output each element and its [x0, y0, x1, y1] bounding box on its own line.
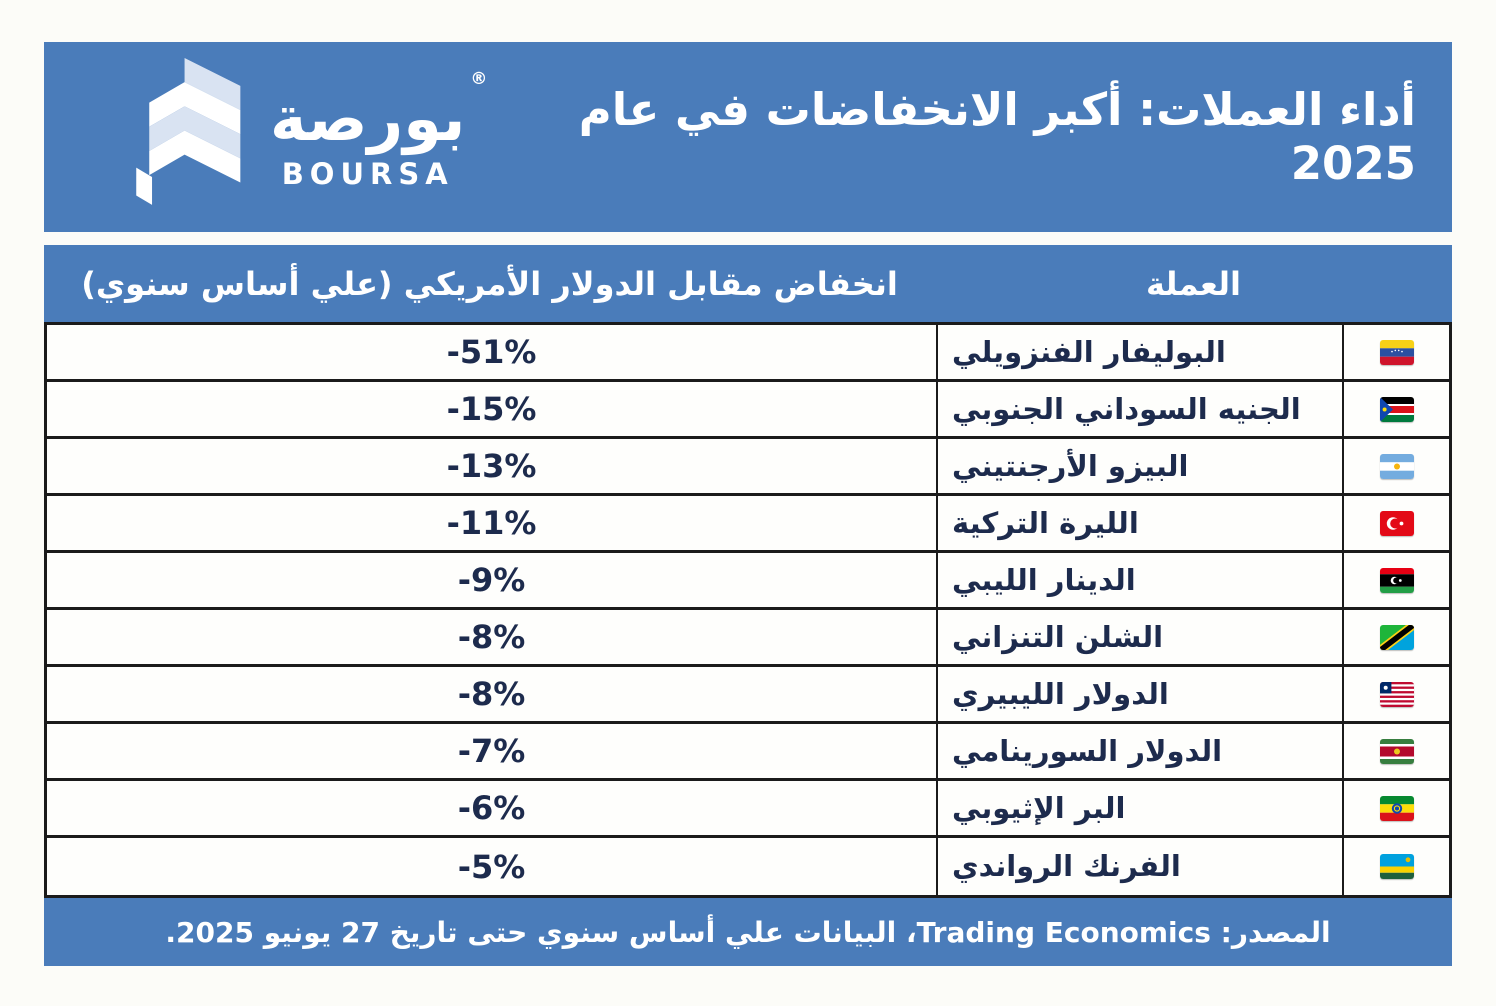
table-row: -8% الدولار الليبيري — [47, 667, 1449, 724]
decline-value: -51% — [446, 333, 537, 371]
column-header-currency: العملة — [1146, 264, 1241, 303]
currency-name: البر الإثيوبي — [936, 781, 1342, 835]
table-row: -8% الشلن التنزاني — [47, 610, 1449, 667]
logo-latin-wordmark: BOURSA — [281, 156, 454, 191]
source-footer: المصدر: Trading Economics، البيانات علي … — [44, 898, 1452, 966]
table-row: -7% الدولار السورينامي — [47, 724, 1449, 781]
decline-value: -7% — [457, 732, 526, 770]
liberia-flag-icon — [1379, 681, 1414, 707]
currency-name: البوليفار الفنزويلي — [936, 325, 1342, 379]
flag-cell — [1342, 382, 1449, 436]
flag-cell — [1342, 610, 1449, 664]
currency-name: الجنيه السوداني الجنوبي — [936, 382, 1342, 436]
currency-table: -51% البوليفار الفنزويلي -15% الجنيه الس… — [44, 322, 1452, 898]
currency-name: الدينار الليبي — [936, 553, 1342, 607]
rwanda-flag-icon — [1379, 854, 1414, 879]
south-sudan-flag-icon — [1379, 396, 1414, 422]
column-header-decline: انخفاض مقابل الدولار الأمريكي (علي أساس … — [81, 264, 898, 303]
suriname-flag-icon — [1379, 738, 1414, 764]
ethiopia-flag-icon — [1379, 795, 1414, 821]
currency-name: الدولار السورينامي — [936, 724, 1342, 778]
boursa-logo: ® بورصة BOURSA — [136, 58, 487, 216]
decline-value: -8% — [457, 618, 526, 656]
decline-value: -15% — [446, 390, 537, 428]
table-row: -5% الفرنك الرواندي — [47, 838, 1449, 895]
flag-cell — [1342, 325, 1449, 379]
argentina-flag-icon — [1379, 453, 1414, 479]
decline-value: -8% — [457, 675, 526, 713]
flag-cell — [1342, 838, 1449, 895]
venezuela-flag-icon — [1379, 339, 1414, 365]
decline-value: -11% — [446, 504, 537, 542]
decline-value: -6% — [457, 789, 526, 827]
currency-name: الفرنك الرواندي — [936, 838, 1342, 895]
flag-cell — [1342, 781, 1449, 835]
flag-cell — [1342, 439, 1449, 493]
turkey-flag-icon — [1379, 510, 1414, 536]
libya-flag-icon — [1379, 567, 1414, 593]
table-row: -11% الليرة التركية — [47, 496, 1449, 553]
boursa-logo-text: ® بورصة BOURSA — [270, 69, 487, 191]
currency-name: الدولار الليبيري — [936, 667, 1342, 721]
decline-value: -13% — [446, 447, 537, 485]
boursa-ribbon-logo-icon — [136, 58, 248, 216]
table-row: -15% الجنيه السوداني الجنوبي — [47, 382, 1449, 439]
table-row: -6% البر الإثيوبي — [47, 781, 1449, 838]
table-row: -51% البوليفار الفنزويلي — [47, 325, 1449, 382]
flag-cell — [1342, 496, 1449, 550]
flag-cell — [1342, 724, 1449, 778]
flag-cell — [1342, 667, 1449, 721]
page-title: أداء العملات: أكبر الانخفاضات في عام 202… — [578, 83, 1416, 190]
flag-cell — [1342, 553, 1449, 607]
logo-arabic-wordmark: بورصة — [270, 82, 466, 156]
decline-value: -9% — [457, 561, 526, 599]
currency-name: الليرة التركية — [936, 496, 1342, 550]
currency-name: الشلن التنزاني — [936, 610, 1342, 664]
tanzania-flag-icon — [1379, 624, 1414, 650]
currency-name: البيزو الأرجنتيني — [936, 439, 1342, 493]
table-row: -9% الدينار الليبي — [47, 553, 1449, 610]
table-row: -13% البيزو الأرجنتيني — [47, 439, 1449, 496]
table-header: انخفاض مقابل الدولار الأمريكي (علي أساس … — [44, 245, 1452, 322]
header-band: ® بورصة BOURSA أداء العملات: أكبر الانخف… — [44, 42, 1452, 232]
registered-mark: ® — [470, 69, 488, 90]
decline-value: -5% — [457, 847, 526, 886]
